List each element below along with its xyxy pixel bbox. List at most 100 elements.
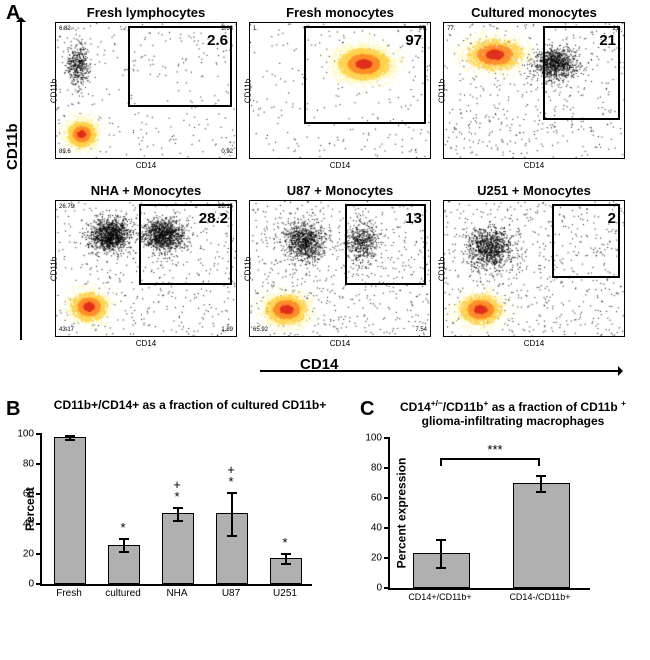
bar	[54, 437, 86, 585]
bar-x-label: CD14+/CD11b+	[390, 592, 490, 602]
ytick	[384, 587, 390, 589]
ytick-label: 80	[23, 459, 34, 470]
ytick-label: 0	[28, 579, 34, 590]
quadrant-value: 77.	[447, 26, 455, 32]
panel-c-title: CD14+/−/CD11b+ as a fraction of CD11b + …	[388, 398, 638, 428]
mini-x-label: CD14	[136, 161, 156, 170]
error-bar	[69, 435, 71, 441]
panel-c-ytitle: Percent expression	[394, 458, 408, 569]
quadrant-value: 1.89	[221, 327, 233, 333]
bar	[270, 558, 302, 584]
flow-plot: Fresh lymphocytes2.66.822.6389.60.92CD11…	[55, 22, 237, 159]
gate-percent: 2	[608, 210, 616, 227]
panel-b-label: B	[6, 398, 20, 421]
ytick	[384, 437, 390, 439]
panel-b-wrap: CD11b+/CD14+ as a fraction of cultured C…	[40, 398, 340, 586]
ytick	[384, 527, 390, 529]
ytick	[36, 433, 42, 435]
ytick	[384, 497, 390, 499]
significance-mark: *	[275, 535, 295, 550]
global-x-label: CD14	[300, 356, 338, 373]
ytick	[36, 493, 42, 495]
ytick-label: 40	[371, 523, 382, 534]
mini-x-label: CD14	[330, 161, 350, 170]
flow-plot: NHA + Monocytes28.226.7928.1543.171.89CD…	[55, 200, 237, 337]
mini-y-label: CD11b	[438, 256, 447, 280]
ytick	[384, 467, 390, 469]
bar-x-label: Fresh	[42, 588, 96, 599]
y-axis-arrow	[20, 20, 22, 340]
bar-x-label: cultured	[96, 588, 150, 599]
flow-plot: Cultured monocytes2177.21.CD11bCD14	[443, 22, 625, 159]
quadrant-value: 28.15	[218, 204, 233, 210]
quadrant-value: 26.79	[59, 204, 74, 210]
significance-mark: *	[113, 520, 133, 535]
bar	[216, 513, 248, 584]
global-y-label: CD11b	[4, 123, 21, 170]
ytick	[36, 583, 42, 585]
flow-plot: U251 + Monocytes2CD11bCD14	[443, 200, 625, 337]
flow-plot-title: Cultured monocytes	[444, 5, 624, 20]
quadrant-value: 1.	[253, 26, 258, 32]
panel-b-title: CD11b+/CD14+ as a fraction of cultured C…	[40, 398, 340, 412]
flow-plot-title: U87 + Monocytes	[250, 183, 430, 198]
ytick-label: 20	[23, 549, 34, 560]
quadrant-value: 65.92	[253, 327, 268, 333]
ytick-label: 20	[371, 553, 382, 564]
gate-percent: 21	[599, 32, 616, 49]
ytick-label: 60	[371, 493, 382, 504]
error-bar	[177, 507, 179, 522]
mini-y-label: CD11b	[244, 256, 253, 280]
gate-percent: 97	[405, 32, 422, 49]
bar-x-label: NHA	[150, 588, 204, 599]
bar	[513, 483, 570, 589]
gate-percent: 28.2	[199, 210, 228, 227]
mini-x-label: CD14	[524, 339, 544, 348]
panel-c-wrap: CD14+/−/CD11b+ as a fraction of CD11b + …	[388, 398, 638, 590]
bar	[162, 513, 194, 584]
mini-x-label: CD14	[136, 339, 156, 348]
bar-x-label: CD14-/CD11b+	[490, 592, 590, 602]
error-bar	[285, 553, 287, 565]
error-bar	[123, 538, 125, 553]
ytick-label: 100	[365, 433, 382, 444]
ytick	[384, 557, 390, 559]
ytick-label: 100	[17, 429, 34, 440]
mini-y-label: CD11b	[50, 78, 59, 102]
mini-y-label: CD11b	[50, 256, 59, 280]
flow-row-1: Fresh lymphocytes2.66.822.6389.60.92CD11…	[55, 22, 625, 159]
quadrant-value: 7.54	[415, 327, 427, 333]
error-bar	[540, 475, 542, 493]
significance-bracket	[440, 458, 540, 460]
panel-c-label: C	[360, 398, 374, 421]
flow-plot-title: U251 + Monocytes	[444, 183, 624, 198]
quadrant-value: 0.92	[221, 149, 233, 155]
flow-plot-title: Fresh monocytes	[250, 5, 430, 20]
ytick-label: 80	[371, 463, 382, 474]
mini-x-label: CD14	[524, 161, 544, 170]
significance-mark: *	[167, 489, 187, 504]
ytick	[36, 553, 42, 555]
quadrant-value: 43.17	[59, 327, 74, 333]
mini-y-label: CD11b	[438, 78, 447, 102]
ytick-label: 60	[23, 489, 34, 500]
quadrant-value: 6.82	[59, 26, 71, 32]
mini-y-label: CD11b	[244, 78, 253, 102]
flow-row-2: NHA + Monocytes28.226.7928.1543.171.89CD…	[55, 200, 625, 337]
gate-percent: 13	[405, 210, 422, 227]
bar	[108, 545, 140, 585]
ytick-label: 40	[23, 519, 34, 530]
quadrant-value: 2.63	[221, 26, 233, 32]
ytick-label: 0	[376, 583, 382, 594]
gate-percent: 2.6	[207, 32, 228, 49]
significance-mark: *	[221, 474, 241, 489]
quadrant-value: 21.	[613, 26, 621, 32]
ytick	[36, 463, 42, 465]
mini-x-label: CD14	[330, 339, 350, 348]
flow-plot: Fresh monocytes971.97.CD11bCD14	[249, 22, 431, 159]
flow-plot-title: NHA + Monocytes	[56, 183, 236, 198]
ytick	[36, 523, 42, 525]
error-bar	[231, 492, 233, 537]
panel-b-chart: Percent 020406080100Fresh*cultured+*NHA+…	[40, 434, 312, 586]
bar	[413, 553, 470, 588]
